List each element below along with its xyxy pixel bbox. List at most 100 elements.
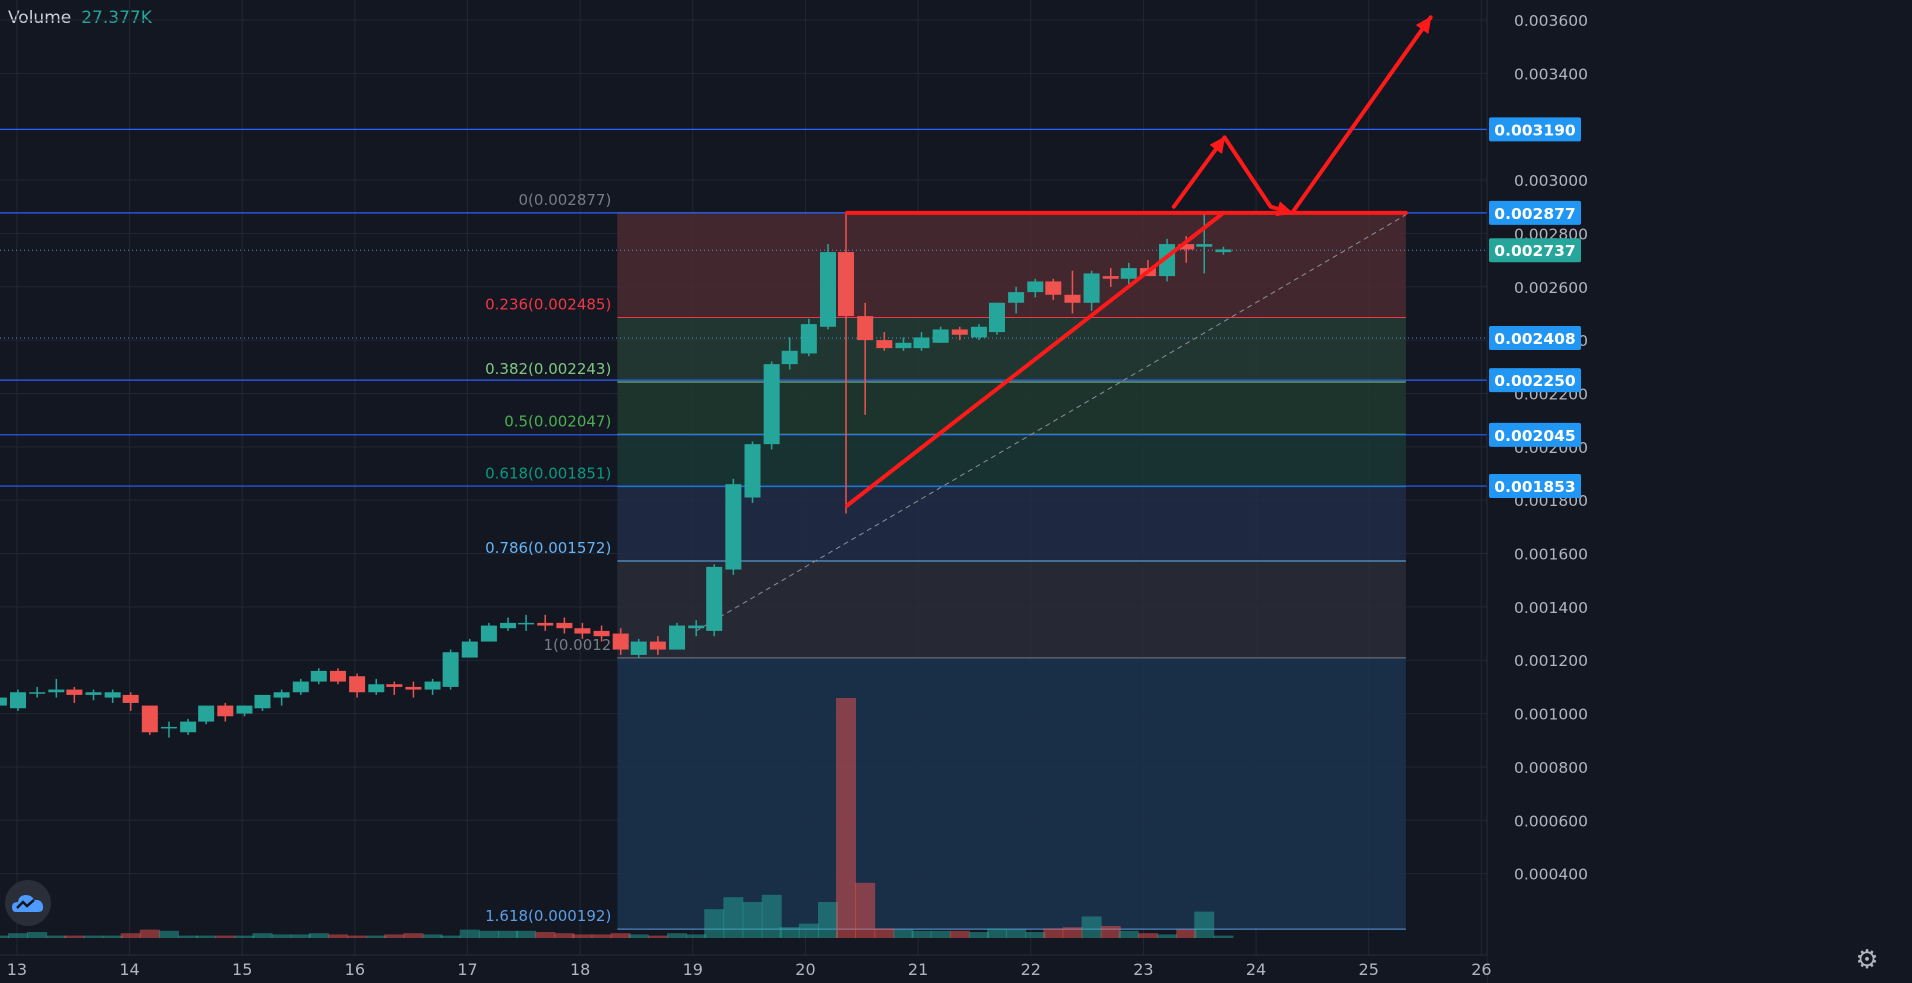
volume-bar <box>1118 930 1139 938</box>
candle-body <box>951 329 968 335</box>
price-badge-bg <box>1489 422 1581 447</box>
candle <box>480 622 497 642</box>
candle <box>518 614 535 631</box>
volume-bar <box>761 894 782 938</box>
volume-bar <box>930 930 951 938</box>
fib-level-label: 0(0.002877) <box>519 191 612 209</box>
price-tick-label: 0.003400 <box>1514 65 1588 83</box>
candle-body <box>630 641 647 655</box>
volume-bar <box>949 930 970 938</box>
candle <box>1102 268 1119 287</box>
candle <box>744 441 761 503</box>
time-tick-label: 25 <box>1359 960 1379 979</box>
gear-icon[interactable]: ⚙ <box>1855 945 1879 975</box>
candle-body <box>310 670 327 682</box>
candle <box>781 337 798 370</box>
volume-bar <box>968 932 989 938</box>
time-tick-label: 24 <box>1246 960 1266 979</box>
trend-dashed-line <box>695 214 1407 632</box>
volume-bar <box>1100 926 1121 938</box>
volume-bar <box>178 935 199 938</box>
time-axis-bg <box>0 955 1487 983</box>
volume-bar <box>572 934 593 938</box>
candle <box>0 697 7 706</box>
candle <box>763 361 780 450</box>
candle <box>574 622 591 639</box>
candle-body <box>1064 294 1081 303</box>
candle <box>349 673 366 698</box>
candle-body <box>895 342 912 349</box>
price-tick-label: 0.003000 <box>1514 172 1588 190</box>
volume-bar <box>1025 932 1046 938</box>
candle <box>1215 246 1232 255</box>
volume-bar <box>554 933 575 938</box>
volume-bar <box>215 935 236 938</box>
candle <box>857 302 874 415</box>
candle <box>104 689 121 703</box>
time-tick-label: 14 <box>119 960 139 979</box>
volume-bar <box>498 930 519 938</box>
candle-body <box>518 622 535 625</box>
price-badge: 0.002877 <box>1489 200 1581 225</box>
price-tick-label: 0.001000 <box>1514 706 1588 724</box>
candle-body <box>461 641 478 658</box>
candle-body <box>593 630 610 637</box>
volume-bar <box>798 923 819 938</box>
price-badge-label: 0.002250 <box>1494 372 1576 390</box>
candle <box>405 681 422 698</box>
volume-bar <box>686 934 707 938</box>
volume-legend-value: 27.377K <box>81 8 152 28</box>
candle-body <box>329 670 346 682</box>
candle <box>66 686 83 703</box>
volume-bar <box>667 933 688 938</box>
candle <box>800 318 817 357</box>
volume-bar <box>516 930 537 938</box>
volume-bar <box>308 933 329 938</box>
candle-body <box>706 566 723 631</box>
fib-level-label: 0.5(0.002047) <box>504 412 611 430</box>
candle-body <box>1102 276 1119 279</box>
tradingview-cloud-icon[interactable] <box>5 880 51 926</box>
candle <box>669 622 686 650</box>
volume-bar <box>139 929 160 938</box>
candle-body <box>857 316 874 341</box>
candle-body <box>649 641 666 650</box>
candle-body <box>1178 244 1195 250</box>
time-tick-label: 21 <box>908 960 928 979</box>
candle <box>1064 270 1081 314</box>
candle <box>122 692 139 711</box>
time-axis: 13 14 15 16 17 18 19 20 21 22 23 24 25 26 <box>0 954 1492 983</box>
price-tick-label: 0.001400 <box>1514 599 1588 617</box>
time-tick-label: 20 <box>795 960 815 979</box>
volume-bar <box>252 933 273 938</box>
time-tick-label: 16 <box>345 960 365 979</box>
price-tick-label: 0.000800 <box>1514 759 1588 777</box>
candle-body <box>1215 249 1232 253</box>
price-badge-bg <box>1489 325 1581 350</box>
candle-body <box>480 625 497 642</box>
candle <box>612 628 629 655</box>
candle-body <box>688 625 705 629</box>
volume-bar <box>855 882 876 938</box>
fib-zone <box>617 434 1406 487</box>
candle-body <box>1083 273 1100 303</box>
volume-bar <box>83 935 104 938</box>
price-tick-label: 0.000400 <box>1514 866 1588 884</box>
candle-body <box>0 697 7 706</box>
fib-level-label: 0.382(0.002243) <box>485 360 611 378</box>
candle-body <box>763 364 780 445</box>
fib-level-label: 0.236(0.002485) <box>485 295 611 313</box>
arrowhead <box>1275 201 1293 217</box>
candle-body <box>800 324 817 354</box>
candle <box>593 625 610 642</box>
candle <box>988 302 1005 335</box>
candle <box>1120 262 1137 285</box>
volume-bar <box>704 909 725 938</box>
candle-body <box>988 302 1005 333</box>
price-badge-bg <box>1489 200 1581 225</box>
candle-body <box>819 252 836 327</box>
candle-body <box>424 681 441 690</box>
volume-bar <box>874 928 895 938</box>
candle-body <box>180 721 197 733</box>
